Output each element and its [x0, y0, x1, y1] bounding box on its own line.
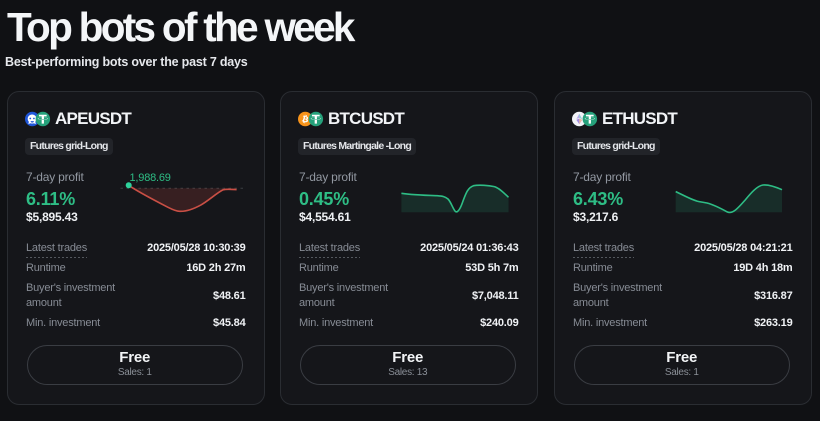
svg-text:1,988.69: 1,988.69	[130, 172, 171, 184]
